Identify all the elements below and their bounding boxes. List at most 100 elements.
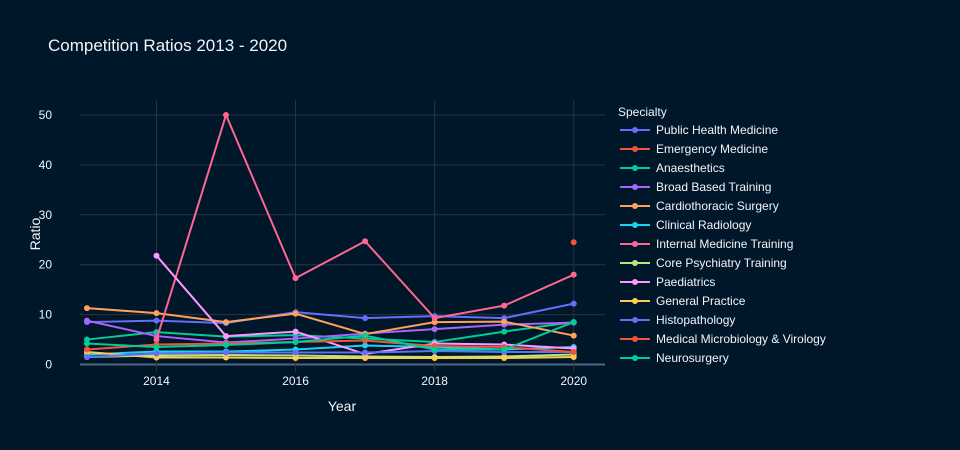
x-tick-label: 2014 [143,374,170,388]
data-point [570,354,577,361]
series-line [86,321,575,351]
legend-marker [632,184,638,190]
legend-item[interactable]: Histopathology [620,313,735,327]
legend-label: Broad Based Training [656,180,771,194]
y-axis-ticks: 0 10 20 30 40 50 [39,108,53,372]
data-point [570,271,577,278]
legend-item[interactable]: Neurosurgery [620,351,729,365]
series-6 [153,111,577,343]
legend-item[interactable]: Core Psychiatry Training [620,256,787,270]
data-point [431,315,438,322]
legend-marker [632,336,638,342]
series-line [86,319,574,344]
legend-item[interactable]: Cardiothoracic Surgery [620,199,779,213]
data-point [501,355,508,362]
data-point [83,340,90,347]
data-point [292,355,299,362]
data-point [431,346,438,353]
data-point [83,317,90,324]
series-line [86,339,574,354]
data-point [570,319,577,326]
data-point [292,275,299,282]
legend-label: Core Psychiatry Training [656,256,787,270]
legend-marker [632,165,638,171]
plot-area [83,111,577,362]
data-point [362,238,369,245]
legend-marker [632,298,638,304]
legend-label: Public Health Medicine [656,123,778,137]
x-axis-ticks: 2014 2016 2018 2020 [143,374,587,388]
data-point [223,319,230,326]
legend-marker [632,355,638,361]
data-point [362,337,369,344]
data-point [501,346,508,353]
legend-label: Histopathology [656,313,735,327]
data-point [83,346,90,353]
series-line [155,113,575,340]
legend-item[interactable]: Internal Medicine Training [620,237,793,251]
data-point [431,326,438,333]
series-1 [570,239,577,246]
x-tick-label: 2020 [560,374,587,388]
data-point [362,349,369,356]
legend-item[interactable]: General Practice [620,294,746,308]
series-line [86,350,574,359]
legend-marker [632,203,638,209]
data-point [83,305,90,312]
legend: Specialty Public Health Medicine Emergenc… [618,105,826,365]
legend-marker [632,241,638,247]
legend-item[interactable]: Emergency Medicine [620,142,768,156]
legend-item[interactable]: Anaesthetics [620,161,725,175]
data-point [570,332,577,339]
data-point [431,355,438,362]
legend-item[interactable]: Public Health Medicine [620,123,778,137]
legend-item[interactable]: Medical Microbiology & Virology [620,332,826,346]
data-point [153,336,160,343]
series-line [86,307,574,337]
legend-item[interactable]: Clinical Radiology [620,218,751,232]
data-point [362,315,369,322]
y-tick-label: 10 [39,308,53,322]
data-point [362,332,369,339]
legend-marker [632,279,638,285]
legend-label: Cardiothoracic Surgery [656,199,779,213]
data-point [292,349,299,356]
legend-marker [632,127,638,133]
legend-marker [632,222,638,228]
data-point [223,111,230,118]
data-point [501,318,508,325]
data-point [223,354,230,361]
legend-label: Neurosurgery [656,351,729,365]
data-point [292,339,299,346]
data-point [292,328,299,335]
y-tick-label: 20 [39,258,53,272]
data-point [570,300,577,307]
data-point [153,344,160,351]
legend-label: Clinical Radiology [656,218,751,232]
legend-label: Medical Microbiology & Virology [656,332,826,346]
y-tick-label: 0 [45,358,52,372]
legend-label: Internal Medicine Training [656,237,793,251]
data-point [501,302,508,309]
data-point [223,349,230,356]
data-point [153,350,160,357]
y-tick-label: 50 [39,108,53,122]
legend-label: Paediatrics [656,275,715,289]
legend-item[interactable]: Paediatrics [620,275,715,289]
data-point [153,252,160,259]
x-tick-label: 2018 [421,374,448,388]
data-point [223,342,230,349]
y-tick-label: 40 [39,158,53,172]
series-line [86,353,574,359]
x-axis-title: Year [328,398,357,414]
legend-label: Emergency Medicine [656,142,768,156]
series-line [86,351,574,360]
legend-marker [632,260,638,266]
y-axis-title: Ratio [27,217,43,250]
legend-item[interactable]: Broad Based Training [620,180,771,194]
series-line [86,302,574,325]
data-point [292,310,299,317]
chart-title: Competition Ratios 2013 - 2020 [48,36,287,55]
series-12 [83,319,577,353]
